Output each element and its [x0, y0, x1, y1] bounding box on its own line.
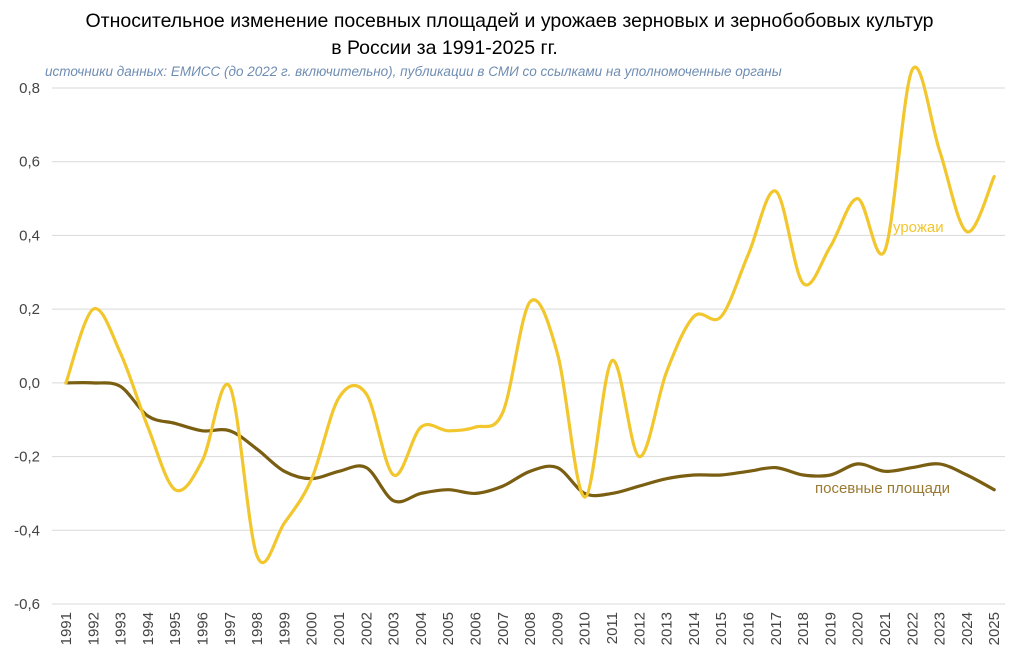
x-tick-label: 2009: [549, 612, 566, 645]
y-tick-label: 0,0: [19, 375, 40, 392]
y-tick-label: -0,4: [14, 522, 40, 539]
x-tick-label: 2014: [686, 612, 703, 645]
chart-title-line2: в России за 1991-2025 гг.: [331, 37, 558, 59]
x-tick-label: 2013: [659, 612, 676, 645]
series-label-yield: урожаи: [893, 219, 944, 236]
x-tick-label: 1996: [195, 612, 212, 645]
series-lines: [64, 65, 996, 565]
x-tick-label: 2018: [795, 612, 812, 645]
y-tick-label: 0,4: [19, 227, 40, 244]
data-source-note: источники данных: ЕМИСС (до 2022 г. вклю…: [45, 64, 782, 79]
x-tick-label: 2016: [741, 612, 758, 645]
y-tick-label: -0,6: [14, 596, 40, 613]
x-tick-label: 2011: [604, 612, 621, 644]
x-tick-label: 2019: [822, 612, 839, 645]
series-labels: урожаи посевные площади: [815, 219, 950, 497]
x-tick-label: 2005: [440, 612, 457, 645]
x-tick-label: 2015: [713, 612, 730, 645]
x-axis-ticks: 1991 1992 1993 1994 1995 1996 1997 1998 1999 2000…: [58, 612, 1003, 645]
x-tick-label: 1997: [222, 612, 239, 645]
x-tick-label: 2022: [904, 612, 921, 645]
y-tick-label: 0,8: [19, 80, 40, 97]
x-tick-label: 1999: [276, 612, 293, 645]
x-tick-label: 2017: [768, 612, 785, 645]
x-tick-label: 1992: [85, 612, 102, 645]
x-tick-label: 1993: [113, 612, 130, 645]
y-tick-label: 0,6: [19, 154, 40, 171]
x-tick-label: 2024: [959, 612, 976, 645]
x-tick-label: 1995: [167, 612, 184, 645]
x-tick-label: 1991: [58, 612, 75, 645]
x-tick-label: 2025: [986, 612, 1003, 645]
x-tick-label: 1998: [249, 612, 266, 645]
y-tick-label: 0,2: [19, 301, 40, 318]
x-tick-label: 2002: [358, 612, 375, 645]
gridlines: [52, 87, 1005, 605]
series-line-area: [64, 380, 996, 504]
x-tick-label: 2004: [413, 612, 430, 645]
x-tick-label: 2003: [386, 612, 403, 645]
x-tick-label: 2021: [877, 612, 894, 645]
series-label-area: посевные площади: [815, 480, 950, 497]
chart-title: Относительное изменение посевных площаде…: [0, 8, 1019, 62]
chart-title-line1: Относительное изменение посевных площаде…: [85, 10, 934, 32]
series-line-yield: [64, 65, 996, 565]
x-tick-label: 2023: [932, 612, 949, 645]
x-tick-label: 1994: [140, 612, 157, 645]
y-axis-ticks: -0,6 -0,4 -0,2 0,0 0,2 0,4 0,6 0,8: [14, 80, 40, 613]
x-tick-label: 2007: [495, 612, 512, 645]
x-tick-label: 2008: [522, 612, 539, 645]
x-tick-label: 2000: [304, 612, 321, 645]
x-tick-label: 2001: [331, 612, 348, 645]
x-tick-label: 2012: [631, 612, 648, 645]
x-tick-label: 2010: [577, 612, 594, 645]
x-tick-label: 2020: [850, 612, 867, 645]
y-tick-label: -0,2: [14, 449, 40, 466]
x-tick-label: 2006: [468, 612, 485, 645]
